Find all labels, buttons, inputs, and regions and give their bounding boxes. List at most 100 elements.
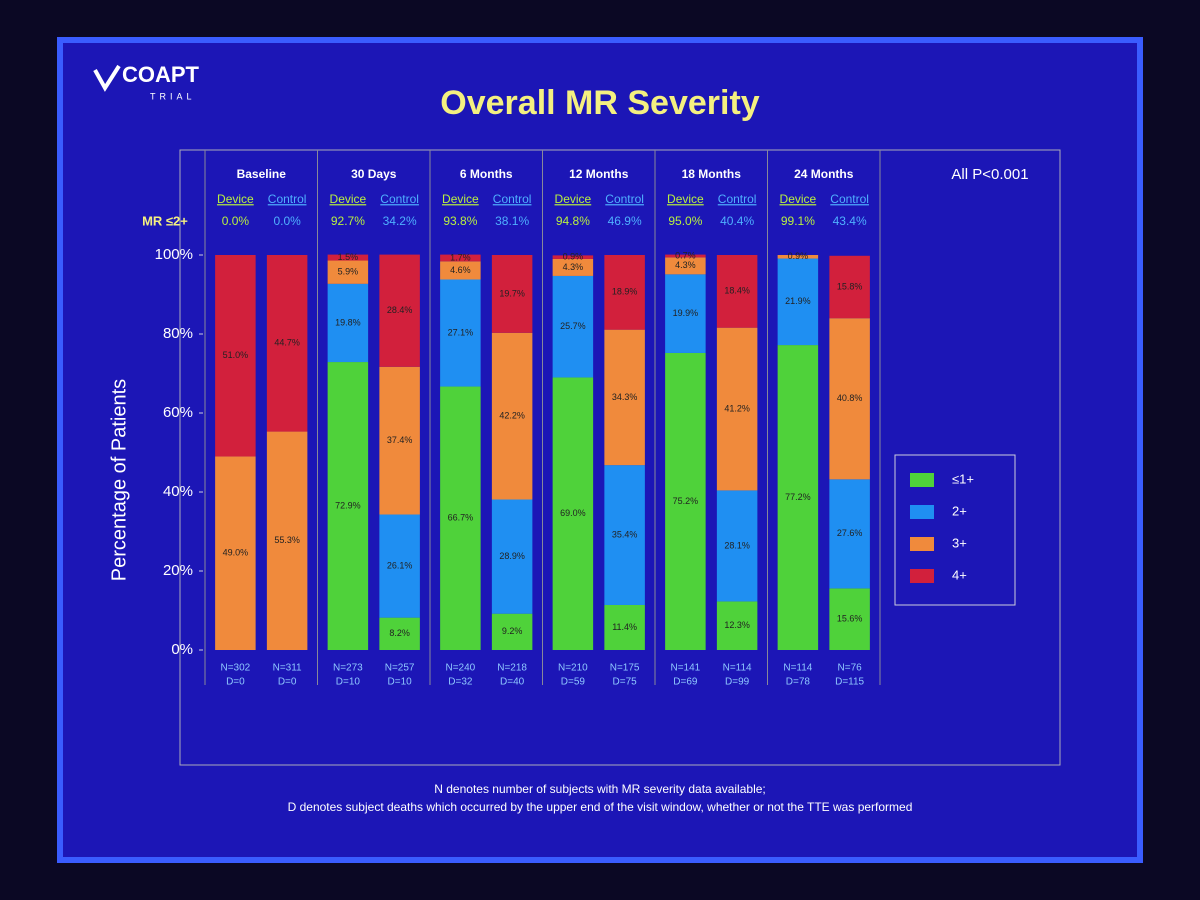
bar-segment: [665, 274, 706, 353]
bar-segment: [604, 255, 645, 330]
row-value: 43.4%: [833, 214, 867, 228]
data-label: 27.1%: [448, 327, 474, 337]
bar-segment: [829, 588, 870, 650]
data-label: 28.1%: [724, 540, 750, 550]
d-label: D=115: [835, 677, 864, 688]
bar-segment: [829, 255, 870, 319]
data-label: 35.4%: [612, 529, 638, 539]
legend-swatch: [910, 473, 934, 487]
chart-frame: [179, 149, 1061, 766]
p-value: All P<0.001: [951, 166, 1028, 183]
d-label: D=75: [613, 677, 638, 688]
group-label: Baseline: [237, 167, 287, 181]
data-label: 0.9%: [563, 252, 584, 262]
bar-segment: [604, 329, 645, 466]
bar-segment: [440, 254, 481, 262]
row-value: 0.0%: [273, 214, 301, 228]
bar-segment: [379, 366, 420, 515]
d-label: D=59: [561, 677, 586, 688]
data-label: 51.0%: [223, 350, 249, 360]
bar-segment: [665, 254, 706, 258]
row-value: 40.4%: [720, 214, 754, 228]
data-label: 27.6%: [837, 528, 863, 538]
data-label: 15.8%: [837, 281, 863, 291]
bar-segment: [491, 613, 533, 650]
bar-segment: [604, 604, 645, 650]
d-label: D=32: [448, 677, 473, 688]
bar-segment: [716, 490, 758, 602]
bar-segment: [215, 255, 256, 457]
x-tick-label: Device: [780, 192, 817, 206]
d-label: D=99: [725, 677, 750, 688]
group-label: 18 Months: [682, 167, 742, 181]
legend-swatch: [910, 569, 934, 583]
n-label: N=257: [385, 663, 415, 674]
data-label: 37.4%: [387, 435, 413, 445]
bar-segment: [716, 601, 758, 650]
bar-segment: [777, 255, 819, 259]
y-tick-label: 100%: [155, 246, 193, 263]
data-label: 1.7%: [450, 252, 471, 262]
bar-segment: [777, 258, 819, 346]
row-value: 95.0%: [668, 214, 702, 228]
bar-segment: [552, 258, 594, 276]
x-tick-label: Device: [555, 192, 592, 206]
data-label: 75.2%: [673, 496, 699, 506]
row-value: 94.8%: [556, 214, 590, 228]
bar-segment: [491, 332, 533, 500]
bar-segment: [379, 617, 420, 650]
bar-segment: [716, 255, 758, 328]
n-label: N=114: [723, 663, 752, 674]
group-label: 12 Months: [569, 167, 629, 181]
n-label: N=76: [838, 663, 863, 674]
x-tick-label: Device: [667, 192, 704, 206]
data-label: 0.9%: [788, 251, 809, 261]
bar-segment: [440, 261, 481, 280]
x-tick-label: Device: [217, 192, 254, 206]
row-value: 34.2%: [383, 214, 417, 228]
y-axis-label: Percentage of Patients: [108, 379, 130, 581]
data-label: 42.2%: [499, 411, 525, 421]
x-tick-label: Device: [330, 192, 367, 206]
bar-segment: [327, 283, 369, 363]
data-label: 11.4%: [612, 622, 637, 632]
y-tick-label: 60%: [163, 404, 193, 421]
bar-segment: [266, 431, 308, 650]
data-label: 72.9%: [335, 500, 361, 510]
data-label: 4.6%: [450, 265, 471, 275]
data-label: 18.9%: [612, 287, 638, 297]
data-label: 55.3%: [274, 535, 300, 545]
n-label: N=311: [273, 663, 302, 674]
data-label: 9.2%: [502, 626, 523, 636]
legend-label: 3+: [952, 535, 967, 550]
n-label: N=210: [558, 663, 588, 674]
data-label: 25.7%: [560, 321, 586, 331]
bar-segment: [327, 260, 369, 284]
x-tick-label: Control: [605, 192, 644, 206]
d-label: D=69: [673, 677, 698, 688]
legend-label: ≤1+: [952, 471, 974, 486]
legend-label: 4+: [952, 567, 967, 582]
row-value: 92.7%: [331, 214, 365, 228]
bar-segment: [491, 255, 533, 333]
data-label: 8.2%: [389, 628, 410, 638]
legend-swatch: [910, 505, 934, 519]
data-label: 69.0%: [560, 508, 586, 518]
n-label: N=114: [783, 663, 812, 674]
bar-segment: [491, 499, 533, 614]
d-label: D=0: [226, 677, 245, 688]
n-label: N=302: [221, 663, 251, 674]
legend-swatch: [910, 537, 934, 551]
row-label: MR ≤2+: [142, 213, 188, 228]
x-tick-label: Control: [380, 192, 419, 206]
n-label: N=218: [497, 663, 527, 674]
bar-segment: [440, 386, 481, 650]
y-tick-label: 80%: [163, 325, 193, 342]
row-value: 99.1%: [781, 214, 815, 228]
d-label: D=10: [336, 677, 361, 688]
data-label: 44.7%: [274, 338, 300, 348]
y-tick-label: 0%: [171, 641, 193, 658]
bar-segment: [327, 362, 369, 650]
row-value: 38.1%: [495, 214, 529, 228]
